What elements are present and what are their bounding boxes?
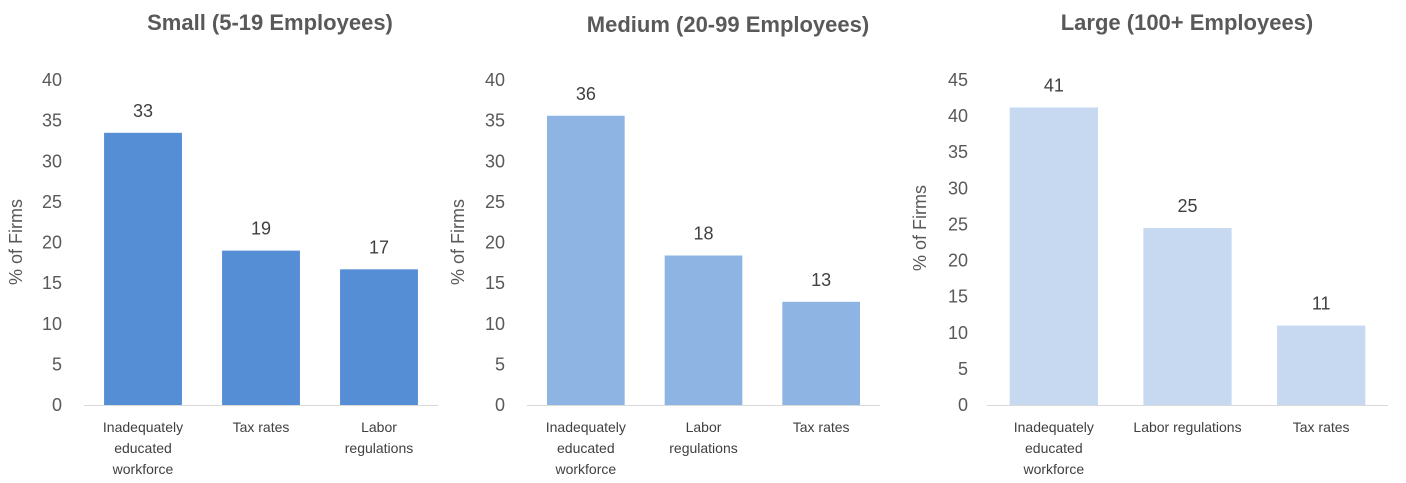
y-tick-label: 30 [42,151,62,171]
bar [1009,107,1098,405]
y-tick-label: 0 [958,395,968,415]
bar [782,301,860,405]
data-label: 19 [251,219,271,239]
bar [222,250,300,405]
category-label: educated [557,440,615,456]
data-label: 33 [133,101,153,121]
bar [547,115,625,405]
y-tick-label: 0 [495,395,505,415]
data-label: 18 [693,224,713,244]
category-label: regulations [345,440,414,456]
category-label: Inadequately [103,419,183,435]
y-axis-label: % of Firms [6,199,26,285]
y-tick-label: 10 [42,314,62,334]
y-tick-label: 5 [958,359,968,379]
y-tick-label: 0 [52,395,62,415]
data-label: 41 [1044,75,1064,95]
data-label: 13 [811,270,831,290]
y-axis-label: % of Firms [910,185,930,271]
y-tick-label: 25 [485,192,505,212]
bar [104,132,182,405]
bar [1143,228,1232,405]
data-label: 36 [576,84,596,104]
y-tick-label: 35 [485,111,505,131]
data-label: 17 [369,237,389,257]
category-label: Labor [361,419,397,435]
category-label: workforce [554,461,616,477]
y-tick-label: 15 [42,273,62,293]
category-label: educated [114,440,172,456]
chart-title: Medium (20-99 Employees) [587,12,869,37]
y-axis-label: % of Firms [448,199,468,285]
category-label: Tax rates [793,419,850,435]
category-label: workforce [112,461,174,477]
y-tick-label: 25 [42,192,62,212]
data-label: 11 [1312,294,1331,314]
y-tick-label: 30 [948,178,968,198]
category-label: Labor [686,419,722,435]
category-label: Inadequately [546,419,626,435]
bar [340,269,418,405]
bar [1277,325,1366,405]
y-tick-label: 40 [485,70,505,90]
y-tick-label: 15 [485,273,505,293]
y-tick-label: 40 [948,106,968,126]
category-label: regulations [669,440,738,456]
category-label: Tax rates [1293,419,1350,435]
chart-title: Small (5-19 Employees) [147,10,393,35]
y-tick-label: 40 [42,70,62,90]
bar [664,255,743,405]
category-label: Tax rates [233,419,290,435]
category-label: Inadequately [1014,419,1094,435]
y-tick-label: 25 [948,214,968,234]
y-tick-label: 10 [948,323,968,343]
category-label: workforce [1022,461,1084,477]
y-tick-label: 45 [948,70,968,90]
y-tick-label: 15 [948,287,968,307]
y-tick-label: 20 [485,233,505,253]
y-tick-label: 20 [42,233,62,253]
category-label: Labor regulations [1133,419,1241,435]
chart-title: Large (100+ Employees) [1061,10,1314,35]
y-tick-label: 5 [52,354,62,374]
data-label: 25 [1177,196,1197,216]
y-tick-label: 10 [485,314,505,334]
y-tick-label: 5 [495,354,505,374]
category-label: educated [1025,440,1083,456]
y-tick-label: 20 [948,251,968,271]
y-tick-label: 35 [948,142,968,162]
y-tick-label: 30 [485,151,505,171]
y-tick-label: 35 [42,111,62,131]
